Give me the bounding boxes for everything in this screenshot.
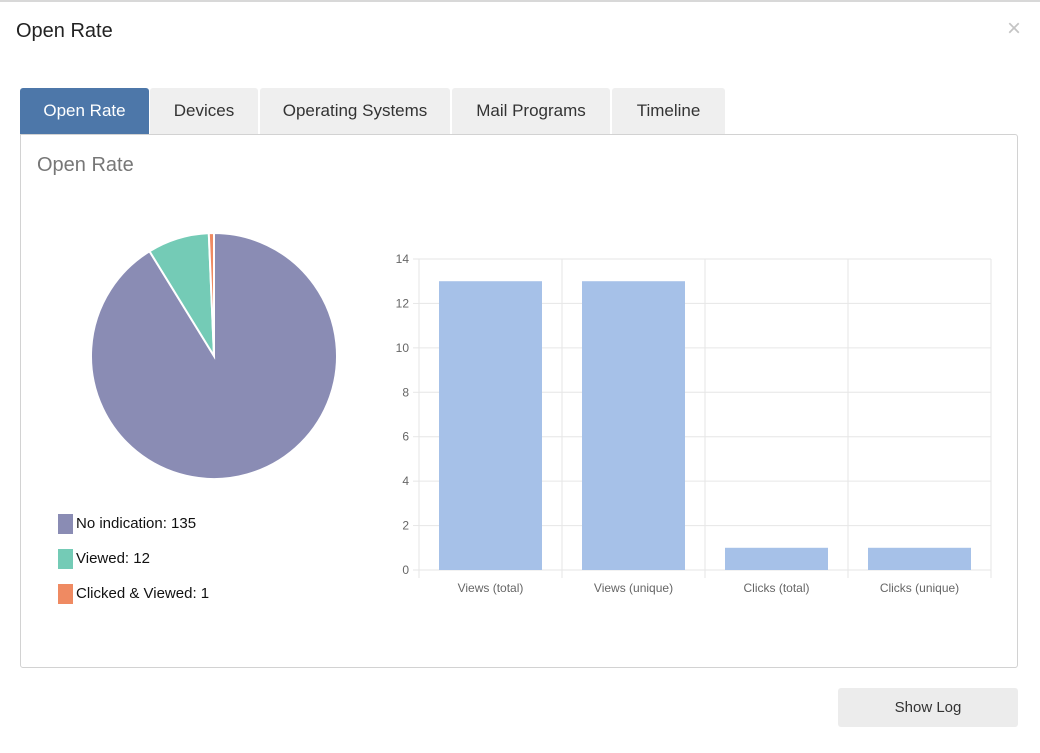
tab-mail-programs[interactable]: Mail Programs <box>452 88 610 134</box>
tab-operating-systems[interactable]: Operating Systems <box>260 88 450 134</box>
x-tick-label-1: Views (unique) <box>594 581 673 595</box>
y-tick-label-5: 10 <box>396 341 410 355</box>
pie-chart <box>90 232 338 480</box>
x-tick-label-3: Clicks (unique) <box>880 581 959 595</box>
y-tick-label-1: 2 <box>402 519 409 533</box>
legend-swatch <box>58 549 73 569</box>
x-tick-label-2: Clicks (total) <box>743 581 809 595</box>
y-tick-label-2: 4 <box>402 474 409 488</box>
tab-timeline[interactable]: Timeline <box>612 88 725 134</box>
modal-title: Open Rate <box>16 20 113 42</box>
bar-2 <box>725 547 828 570</box>
y-tick-label-3: 6 <box>402 430 409 444</box>
legend-label: No indication: 135 <box>76 515 197 532</box>
close-icon[interactable]: × <box>1006 15 1021 42</box>
window-top-border <box>0 0 1040 2</box>
y-tick-label-6: 12 <box>396 296 410 310</box>
x-tick-label-0: Views (total) <box>458 581 524 595</box>
y-tick-label-0: 0 <box>402 563 409 577</box>
legend-swatch <box>58 514 73 534</box>
tab-open-rate[interactable]: Open Rate <box>20 88 149 134</box>
bar-1 <box>582 281 685 570</box>
bar-chart: 0 2 4 6 8 10 12 14 Views (total) Views (unique) Cl… <box>396 252 992 595</box>
legend-swatch <box>58 584 73 604</box>
tab-panel <box>20 134 1018 668</box>
legend-label: Clicked & Viewed: 1 <box>76 585 210 602</box>
bar-0 <box>439 281 542 570</box>
pie-slice-2 <box>207 232 215 357</box>
panel-title: Open Rate <box>37 154 134 176</box>
bar-3 <box>868 547 971 570</box>
y-tick-label-4: 8 <box>402 385 409 399</box>
y-tick-label-7: 14 <box>396 252 410 266</box>
tab-devices[interactable]: Devices <box>150 88 258 134</box>
show-log-button[interactable]: Show Log <box>838 688 1018 727</box>
legend-label: Viewed: 12 <box>76 550 150 567</box>
